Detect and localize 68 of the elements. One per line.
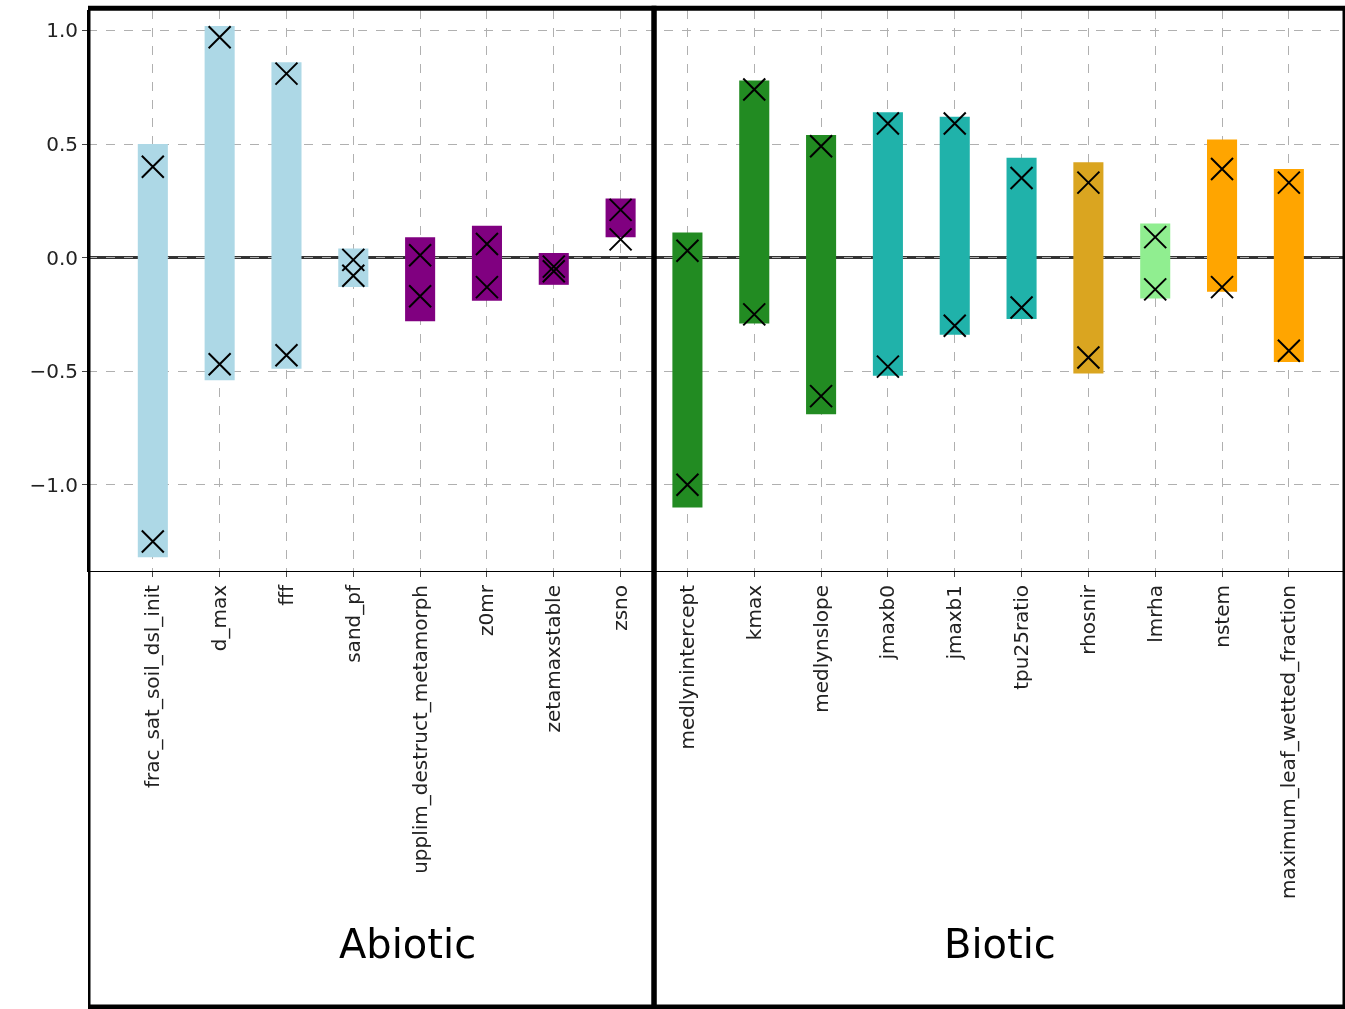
bar <box>1207 139 1238 292</box>
point <box>1076 345 1101 370</box>
point <box>1276 170 1301 195</box>
y-tick-label: −0.5 <box>29 359 78 384</box>
x-tick-label: zsno <box>608 585 633 631</box>
x-tick-label: jmaxb0 <box>875 585 900 661</box>
x-tick-label: medlynintercept <box>674 584 699 750</box>
y-tick-label: −1.0 <box>29 472 78 497</box>
point <box>675 238 700 263</box>
point <box>1143 277 1168 302</box>
x-tick-label: kmax <box>741 584 766 641</box>
point <box>742 77 767 102</box>
x-tick-label: jmaxb1 <box>942 585 967 661</box>
y-tick-label: 1.0 <box>46 18 78 43</box>
x-tick-label: upplim_destruct_metamorph <box>407 585 432 874</box>
point <box>274 61 299 86</box>
x-tick-label: rhosnir <box>1075 584 1100 655</box>
point <box>809 384 834 409</box>
point <box>1210 275 1235 300</box>
point <box>942 313 967 338</box>
text: Biotic <box>944 921 1056 967</box>
x-tick-label: d_max <box>207 584 232 652</box>
point <box>1210 156 1235 181</box>
bar <box>739 80 770 324</box>
point <box>408 284 433 309</box>
point <box>1276 338 1301 363</box>
point <box>809 134 834 159</box>
bar <box>1273 168 1304 363</box>
bar <box>1073 162 1104 374</box>
bar <box>806 134 837 415</box>
point <box>207 352 232 377</box>
text: Abiotic <box>339 921 477 967</box>
bar <box>271 62 302 369</box>
x-tick-label: zetamaxstable <box>541 585 566 733</box>
point <box>742 302 767 327</box>
point <box>207 25 232 50</box>
bar <box>204 25 235 381</box>
point <box>942 111 967 136</box>
bar <box>137 144 168 558</box>
x-tick-label: nstem <box>1209 585 1234 648</box>
point <box>474 231 499 256</box>
point <box>875 111 900 136</box>
x-tick-label: frac_sat_soil_dsl_init <box>140 584 165 789</box>
point <box>1009 295 1034 320</box>
x-tick-label: sand_pf <box>340 584 365 663</box>
x-tick-label: tpu25ratio <box>1009 585 1034 690</box>
point <box>408 243 433 268</box>
x-tick-label: fff <box>273 584 298 606</box>
point <box>274 343 299 368</box>
point <box>1009 166 1034 191</box>
point <box>474 275 499 300</box>
point <box>1076 170 1101 195</box>
point <box>140 529 165 554</box>
point <box>140 154 165 179</box>
point <box>875 354 900 379</box>
point <box>608 227 633 252</box>
bar <box>672 232 703 508</box>
y-tick-label: 0.5 <box>46 132 78 156</box>
bar <box>939 116 970 335</box>
y-tick-label: 0.0 <box>46 245 78 270</box>
x-tick-label: z0mr <box>474 584 499 636</box>
point <box>1143 225 1168 250</box>
bar <box>1006 157 1037 319</box>
x-tick-label: maximum_leaf_wetted_fraction <box>1276 585 1301 900</box>
bar <box>872 112 903 376</box>
x-tick-label: lmrha <box>1142 585 1167 643</box>
point <box>675 472 700 497</box>
x-tick-label: medlynslope <box>808 585 833 713</box>
